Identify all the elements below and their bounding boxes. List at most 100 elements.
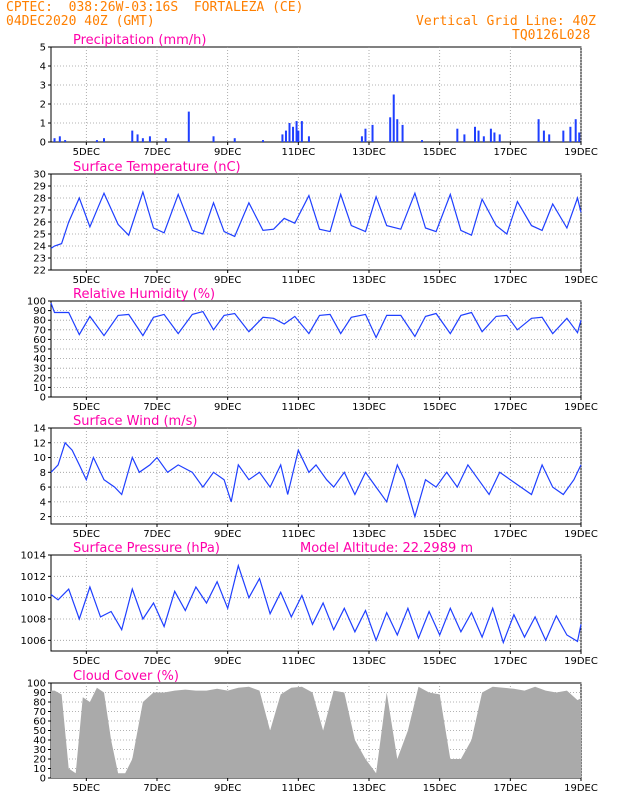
- x-tick-label: 7DEC: [143, 402, 170, 413]
- precip-bar: [292, 126, 295, 142]
- x-tick-label: 9DEC: [214, 529, 241, 540]
- precip-bar: [548, 134, 551, 142]
- header-line3-right: TQ0126L028: [512, 28, 591, 43]
- x-tick-label: 19DEC: [564, 147, 598, 158]
- y-tick-label: 5: [40, 43, 46, 54]
- y-tick-label: 4: [40, 62, 46, 73]
- y-tick-label: 0: [40, 774, 46, 785]
- precip-bar: [187, 111, 190, 142]
- panel-title-2: Relative Humidity (%): [73, 287, 215, 302]
- precip-bar: [396, 119, 399, 142]
- precip-bar: [392, 94, 395, 142]
- x-tick-label: 15DEC: [423, 529, 457, 540]
- x-tick-label: 5DEC: [73, 783, 100, 794]
- precip-bar: [262, 140, 264, 142]
- precip-bar: [360, 136, 363, 142]
- x-tick-label: 17DEC: [493, 656, 527, 667]
- x-tick-label: 15DEC: [423, 402, 457, 413]
- x-tick-label: 11DEC: [281, 783, 315, 794]
- precip-bar: [489, 128, 492, 142]
- x-tick-label: 7DEC: [143, 147, 170, 158]
- y-tick-label: 1: [40, 119, 46, 130]
- precip-bar: [307, 136, 310, 142]
- panel-title-5: Cloud Cover (%): [73, 669, 179, 684]
- x-tick-label: 9DEC: [214, 275, 241, 286]
- precip-bar: [537, 119, 540, 142]
- panel-title-0: Precipitation (mm/h): [73, 33, 206, 48]
- y-tick-label: 1010: [21, 593, 46, 604]
- y-tick-label: 40: [33, 736, 46, 747]
- y-tick-label: 10: [33, 453, 46, 464]
- precip-bar: [148, 136, 151, 142]
- x-tick-label: 13DEC: [352, 402, 386, 413]
- y-tick-label: 50: [33, 345, 46, 356]
- x-tick-label: 5DEC: [73, 275, 100, 286]
- precip-bar: [58, 136, 61, 142]
- x-tick-label: 9DEC: [214, 783, 241, 794]
- precip-bar: [371, 124, 374, 142]
- y-tick-label: 14: [33, 424, 46, 435]
- panel-subtitle-4: Model Altitude: 22.2989 m: [300, 541, 473, 556]
- x-tick-label: 9DEC: [214, 402, 241, 413]
- x-tick-label: 7DEC: [143, 275, 170, 286]
- precip-bar: [493, 132, 496, 142]
- precip-bar: [474, 126, 476, 142]
- x-tick-label: 9DEC: [214, 656, 241, 667]
- series-line-2: [50, 302, 582, 339]
- x-tick-label: 11DEC: [281, 529, 315, 540]
- y-tick-label: 26: [33, 218, 46, 229]
- x-tick-label: 19DEC: [564, 783, 598, 794]
- x-tick-label: 15DEC: [423, 275, 457, 286]
- x-tick-label: 5DEC: [73, 147, 100, 158]
- x-tick-label: 17DEC: [493, 783, 527, 794]
- precip-bar: [389, 117, 392, 142]
- y-tick-label: 0: [40, 393, 46, 404]
- y-tick-label: 6: [40, 483, 46, 494]
- y-tick-label: 0: [40, 138, 46, 149]
- header-line1-left: CPTEC: 038:26W-03:16S FORTALEZA (CE): [6, 0, 304, 15]
- x-tick-label: 15DEC: [423, 147, 457, 158]
- y-tick-label: 25: [33, 230, 46, 241]
- x-tick-label: 5DEC: [73, 656, 100, 667]
- precip-bar: [300, 121, 303, 142]
- y-tick-label: 29: [33, 182, 46, 193]
- precip-bar: [233, 138, 236, 142]
- x-tick-label: 5DEC: [73, 402, 100, 413]
- y-tick-label: 22: [33, 266, 46, 277]
- x-tick-label: 11DEC: [281, 147, 315, 158]
- x-tick-label: 15DEC: [423, 783, 457, 794]
- panel-title-1: Surface Temperature (nC): [73, 160, 241, 175]
- y-tick-label: 23: [33, 254, 46, 265]
- precip-bar: [136, 134, 139, 142]
- x-tick-label: 11DEC: [281, 656, 315, 667]
- plot-frame-0: [50, 46, 582, 143]
- precip-bar: [482, 136, 485, 142]
- header-line2-left: 04DEC2020 40Z (GMT): [6, 14, 155, 29]
- x-tick-label: 19DEC: [564, 275, 598, 286]
- precip-bar: [131, 130, 134, 142]
- x-tick-label: 13DEC: [352, 529, 386, 540]
- y-tick-label: 3: [40, 81, 46, 92]
- precip-bar: [477, 130, 480, 142]
- y-tick-label: 80: [33, 698, 46, 709]
- y-tick-label: 27: [33, 206, 46, 217]
- y-tick-label: 30: [33, 170, 46, 181]
- y-tick-label: 40: [33, 354, 46, 365]
- y-tick-label: 1012: [21, 572, 46, 583]
- x-tick-label: 13DEC: [352, 275, 386, 286]
- x-tick-label: 17DEC: [493, 402, 527, 413]
- y-tick-label: 60: [33, 335, 46, 346]
- y-tick-label: 8: [40, 468, 46, 479]
- x-tick-label: 9DEC: [214, 147, 241, 158]
- series-line-4: [50, 563, 582, 645]
- y-tick-label: 100: [27, 297, 46, 308]
- y-tick-label: 80: [33, 316, 46, 327]
- y-tick-label: 1008: [21, 615, 46, 626]
- y-tick-label: 90: [33, 688, 46, 699]
- cloud-area: [51, 686, 581, 778]
- precip-bar: [103, 138, 105, 142]
- precip-bar: [297, 130, 300, 142]
- x-tick-label: 13DEC: [352, 147, 386, 158]
- precip-bar: [498, 134, 501, 142]
